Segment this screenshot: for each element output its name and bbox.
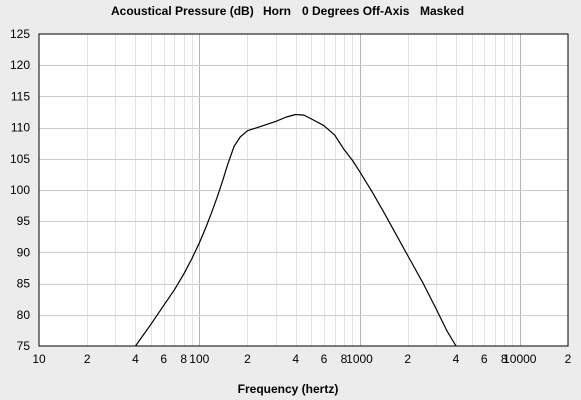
x-tick-label: 1000 (346, 352, 373, 366)
y-axis-tick-labels: 125 120 115 110 105 100 95 90 85 80 75 (10, 27, 30, 353)
x-tick-label: 6 (481, 352, 488, 366)
x-tick-label: 8 (341, 352, 348, 366)
y-tick-label: 85 (17, 277, 31, 291)
x-tick-label: 6 (160, 352, 167, 366)
y-tick-label: 115 (11, 89, 30, 103)
y-tick-label: 105 (10, 152, 30, 166)
y-tick-label: 90 (17, 245, 31, 259)
y-tick-label: 75 (17, 339, 31, 353)
x-tick-label: 2 (84, 352, 91, 366)
y-tick-label: 125 (10, 27, 30, 41)
x-tick-label: 100 (189, 352, 209, 366)
data-layer (135, 113, 457, 347)
title-part-4: Masked (420, 4, 464, 18)
title-part-1: Acoustical Pressure (dB) (111, 4, 254, 18)
x-tick-label: 2 (565, 352, 572, 366)
x-tick-label: 8 (180, 352, 187, 366)
x-tick-label: 2 (404, 352, 411, 366)
x-tick-label: 2 (244, 352, 251, 366)
y-tick-label: 95 (17, 214, 31, 228)
x-tick-label: 4 (453, 352, 460, 366)
y-tick-label: 120 (10, 58, 30, 72)
x-tick-label: 10 (32, 352, 46, 366)
x-tick-label: 4 (292, 352, 299, 366)
x-tick-label: 10000 (503, 352, 537, 366)
series-line-1 (135, 113, 457, 347)
title-part-3: 0 Degrees Off-Axis (302, 4, 410, 18)
x-tick-label: 6 (321, 352, 328, 366)
y-tick-label: 80 (17, 308, 31, 322)
x-tick-label: 8 (501, 352, 508, 366)
chart-title: Acoustical Pressure (dB) Horn 0 Degrees … (111, 4, 464, 18)
y-tick-label: 110 (11, 121, 30, 135)
title-part-2: Horn (263, 4, 291, 18)
x-axis-label: Frequency (hertz) (238, 382, 339, 396)
y-tick-label: 100 (10, 183, 30, 197)
x-tick-label: 4 (132, 352, 139, 366)
grid (39, 34, 568, 346)
plot-frame (38, 33, 569, 347)
